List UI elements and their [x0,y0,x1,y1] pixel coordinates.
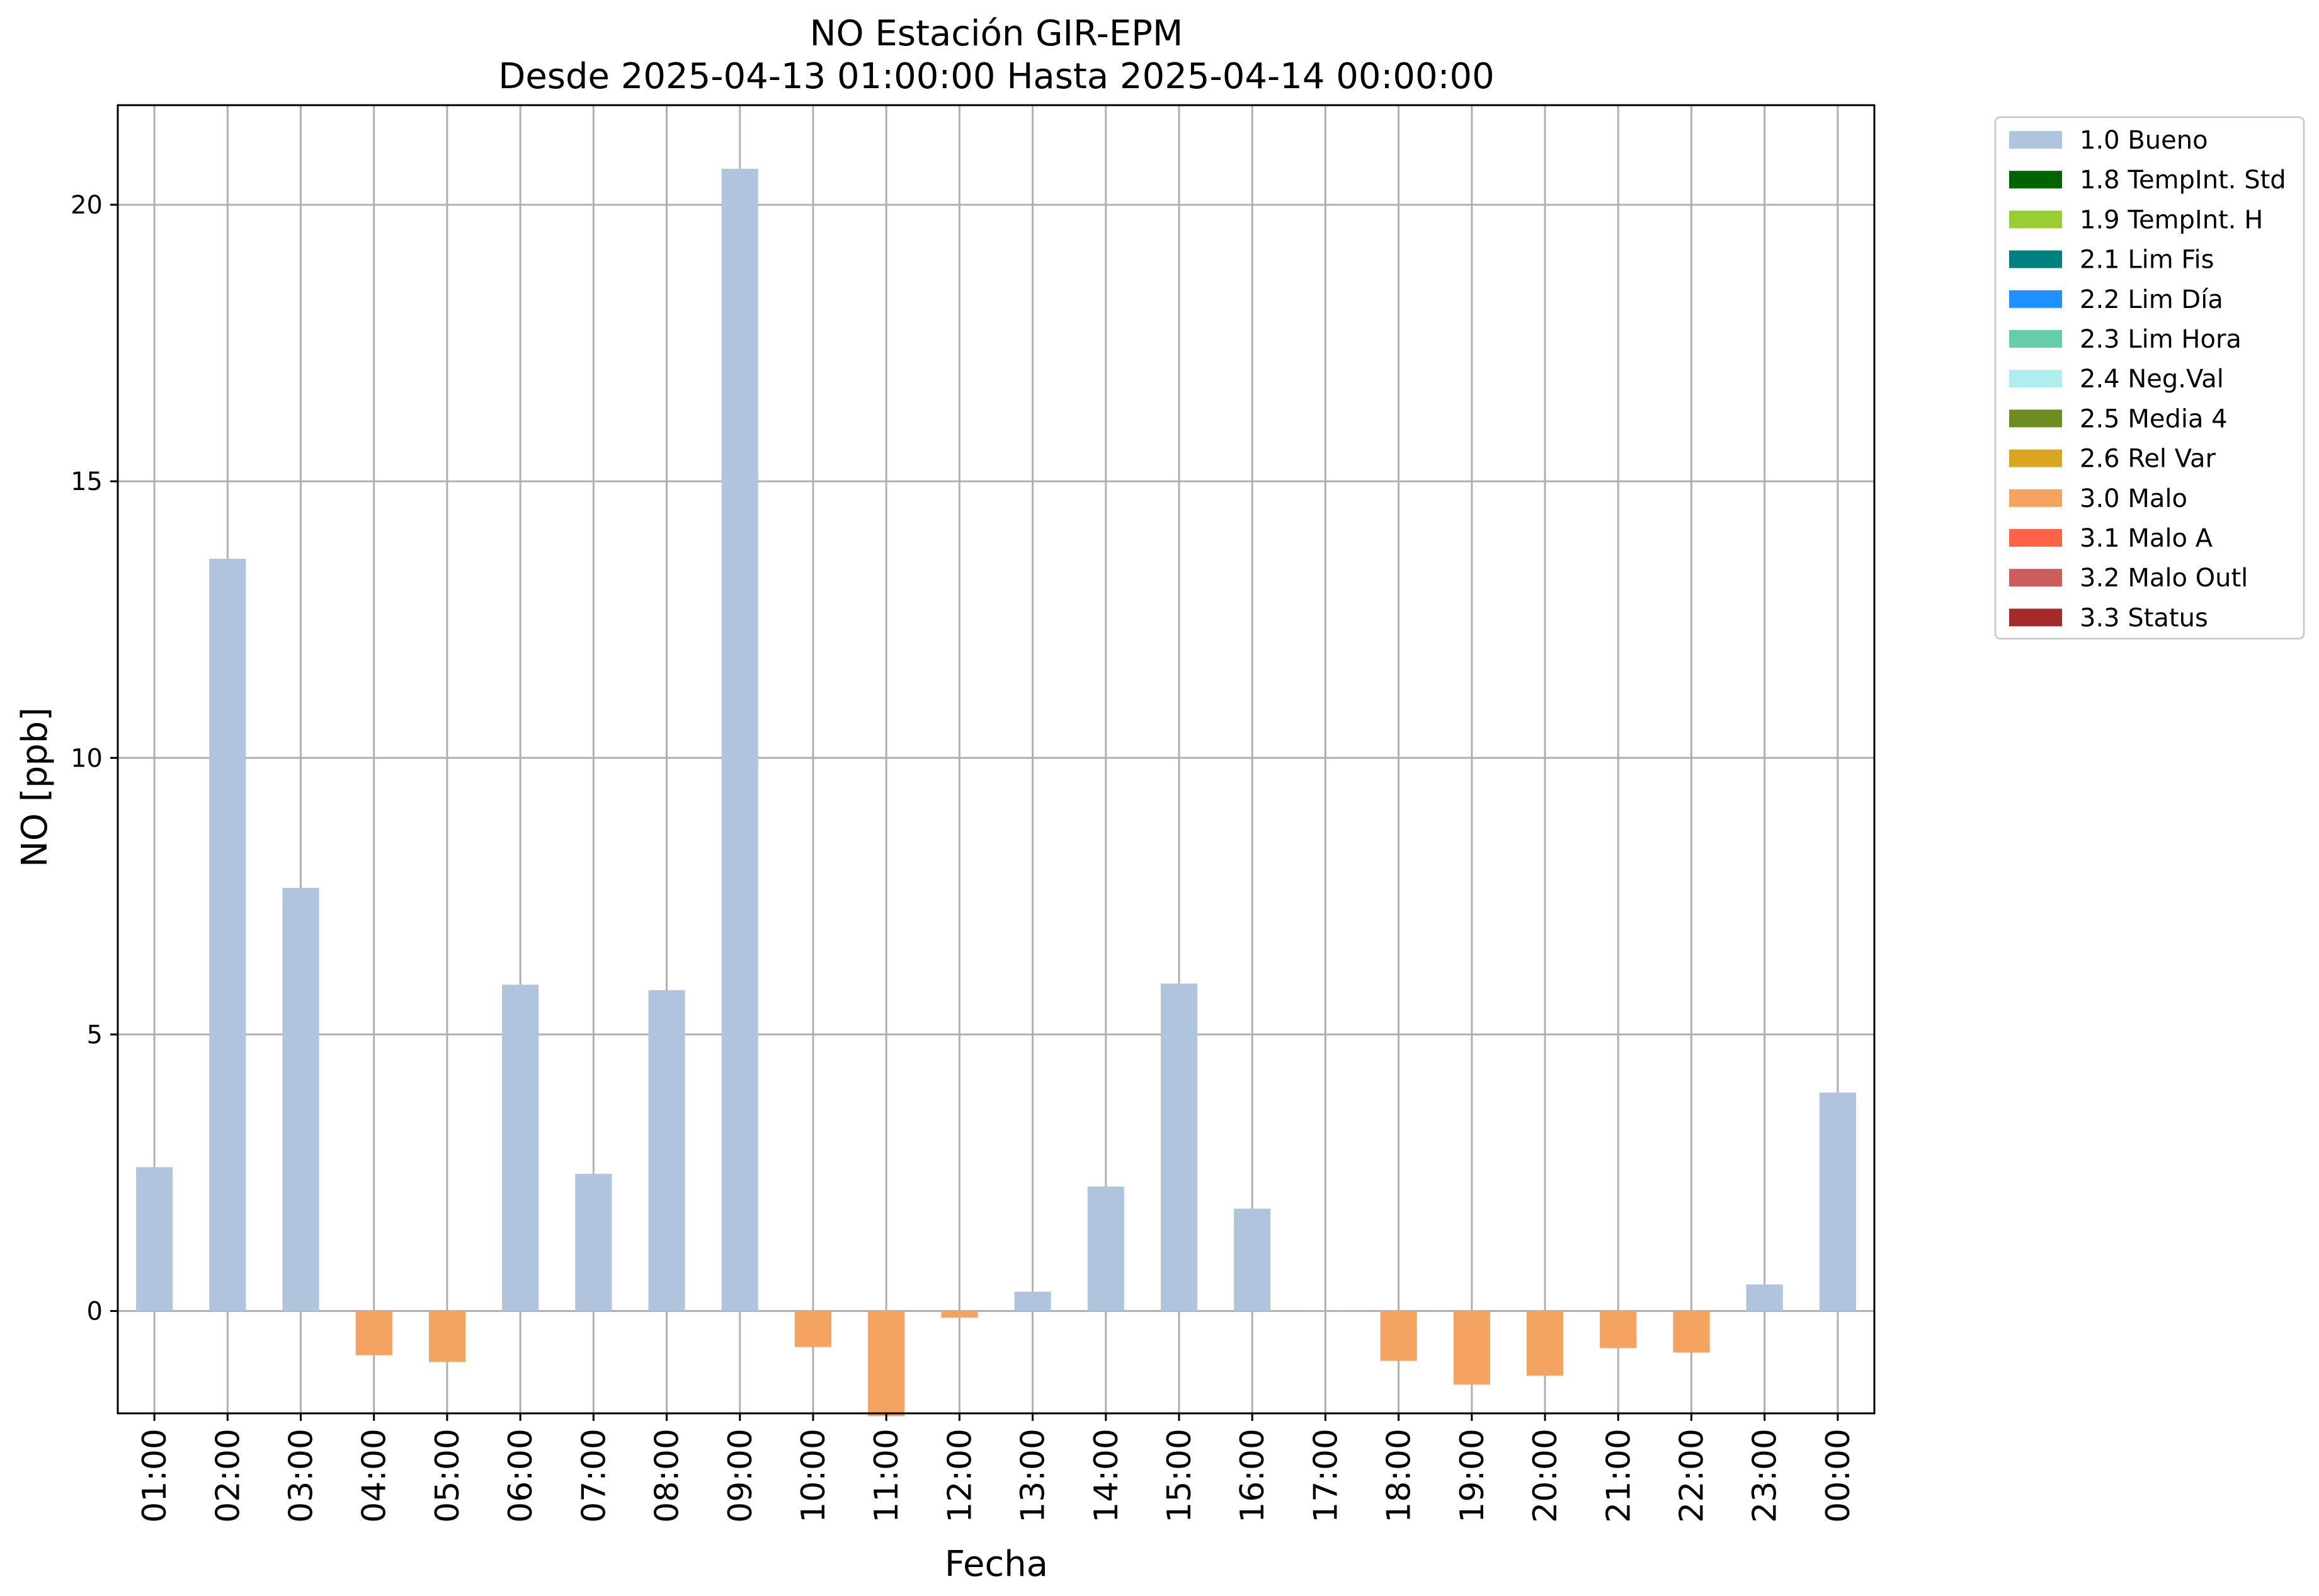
bar-04:00 [355,1311,392,1355]
legend-label-3.2: 3.2 Malo Outl [2080,564,2248,593]
legend: 1.0 Bueno 1.8 TempInt. Std 1.9 TempInt. H 2… [1994,116,2305,640]
legend-label-1.8: 1.8 TempInt. Std [2080,166,2286,195]
x-tick-label: 14:00 [1088,1428,1125,1523]
x-tick-label: 12:00 [941,1428,979,1523]
x-axis-ticks: 01:00 02:00 03:00 04:00 05:00 06:00 07:00 08:00… [136,1413,1857,1523]
x-tick-label: 21:00 [1600,1428,1638,1523]
y-tick-label: 10 [71,744,103,773]
bar-17:00 [1307,1311,1344,1312]
x-tick-label: 11:00 [868,1428,906,1523]
legend-swatch-1.0 [2009,131,2062,149]
legend-label-2.5: 2.5 Media 4 [2080,404,2228,433]
y-tick-label: 20 [71,191,103,220]
legend-label-3.3: 3.3 Status [2080,603,2208,632]
bar-15:00 [1160,983,1198,1311]
bar-21:00 [1600,1311,1637,1348]
legend-swatch-3.2 [2009,569,2062,587]
y-axis-ticks: 0 5 10 15 20 [71,191,118,1326]
bar-11:00 [868,1311,905,1416]
x-tick-label: 17:00 [1307,1428,1345,1523]
legend-label-2.4: 2.4 Neg.Val [2080,365,2224,394]
x-tick-label: 09:00 [722,1428,760,1523]
x-tick-label: 18:00 [1381,1428,1418,1523]
legend-box [1994,116,2305,640]
legend-label-2.6: 2.6 Rel Var [2080,445,2216,474]
x-tick-label: 07:00 [575,1428,613,1523]
legend-swatch-2.2 [2009,290,2062,308]
grid-lines [118,105,1874,1413]
legend-swatch-1.8 [2009,171,2062,189]
chart-title-line2: Desde 2025-04-13 01:00:00 Hasta 2025-04-… [498,56,1495,97]
bar-09:00 [721,168,758,1311]
x-tick-label: 00:00 [1820,1428,1857,1523]
bar-10:00 [794,1311,832,1347]
x-tick-label: 10:00 [795,1428,833,1523]
bars-group [136,168,1856,1416]
x-tick-label: 04:00 [356,1428,394,1523]
legend-swatch-2.5 [2009,409,2062,428]
bar-16:00 [1234,1209,1271,1311]
x-tick-label: 23:00 [1746,1428,1784,1523]
legend-label-2.1: 2.1 Lim Fis [2080,246,2214,275]
bar-19:00 [1453,1311,1490,1385]
bar-14:00 [1087,1186,1124,1311]
y-axis-label: NO [ppb] [14,707,55,867]
bar-02:00 [209,559,246,1311]
legend-swatch-2.3 [2009,330,2062,348]
legend-label-3.1: 3.1 Malo A [2080,524,2213,553]
legend-swatch-2.6 [2009,449,2062,467]
bar-01:00 [136,1167,173,1311]
x-tick-label: 02:00 [209,1428,247,1523]
x-tick-label: 01:00 [136,1428,174,1523]
legend-swatch-2.4 [2009,370,2062,388]
bar-23:00 [1746,1284,1783,1311]
x-tick-label: 19:00 [1454,1428,1491,1523]
legend-label-1.9: 1.9 TempInt. H [2080,205,2263,234]
bar-08:00 [648,990,685,1311]
x-tick-label: 22:00 [1673,1428,1711,1523]
legend-swatch-3.0 [2009,489,2062,507]
x-tick-label: 16:00 [1234,1428,1272,1523]
bar-12:00 [941,1311,978,1318]
legend-label-3.0: 3.0 Malo [2080,484,2187,513]
chart-title-line1: NO Estación GIR-EPM [810,13,1183,54]
y-tick-label: 5 [87,1020,103,1049]
x-tick-label: 03:00 [283,1428,321,1523]
plot-frame [117,104,1876,1415]
legend-swatch-2.1 [2009,250,2062,268]
bar-13:00 [1014,1291,1051,1311]
x-tick-label: 08:00 [649,1428,687,1523]
legend-swatch-1.9 [2009,210,2062,229]
x-tick-label: 05:00 [429,1428,467,1523]
legend-label-2.2: 2.2 Lim Día [2080,285,2223,314]
x-tick-label: 13:00 [1015,1428,1052,1523]
x-tick-label: 20:00 [1527,1428,1564,1523]
x-tick-label: 15:00 [1161,1428,1199,1523]
bar-05:00 [428,1311,465,1362]
bar-00:00 [1819,1092,1856,1311]
legend-label-2.3: 2.3 Lim Hora [2080,325,2242,354]
bar-18:00 [1380,1311,1417,1361]
legend-swatch-3.1 [2009,529,2062,547]
x-tick-label: 06:00 [502,1428,540,1523]
legend-swatch-3.3 [2009,608,2062,627]
bar-07:00 [575,1173,612,1311]
bar-06:00 [502,984,539,1311]
bar-20:00 [1527,1311,1564,1376]
bar-22:00 [1673,1311,1710,1353]
y-tick-label: 15 [71,467,103,496]
x-axis-label: Fecha [945,1544,1048,1585]
y-tick-label: 0 [87,1297,103,1326]
bar-03:00 [282,887,319,1311]
legend-label-1.0: 1.0 Bueno [2080,126,2208,155]
